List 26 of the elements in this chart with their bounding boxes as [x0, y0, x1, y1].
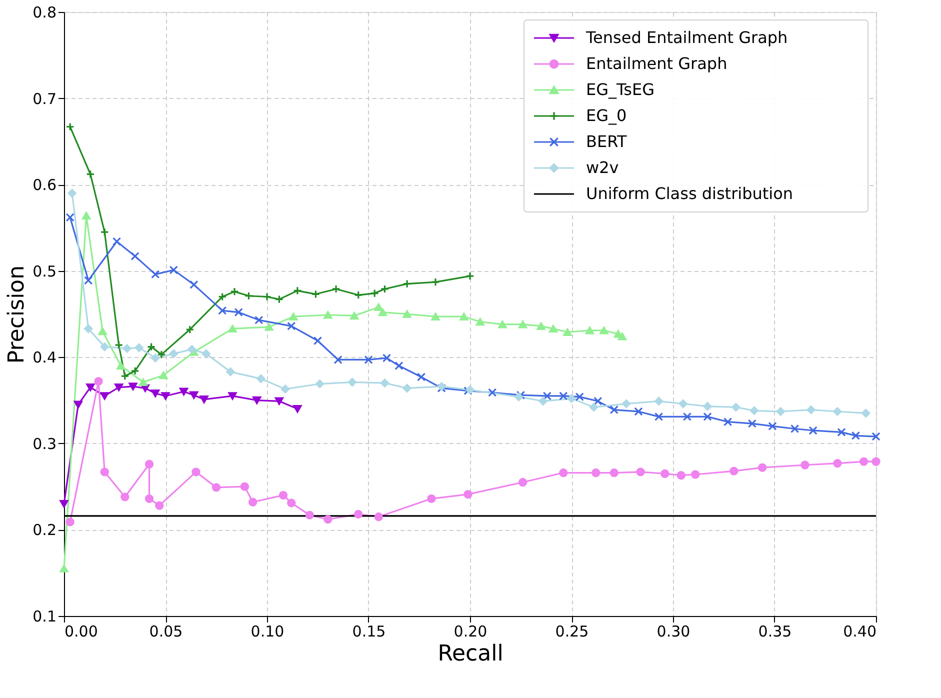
legend-label: Tensed Entailment Graph — [585, 28, 788, 47]
y-tick-label: 0.5 — [32, 262, 56, 280]
x-tick-label: 0.35 — [758, 622, 792, 640]
legend-label: BERT — [586, 132, 628, 151]
x-tick-label: 0.05 — [149, 622, 183, 640]
x-tick-label: 0.30 — [656, 622, 690, 640]
y-tick-label: 0.4 — [32, 348, 56, 367]
y-tick-label: 0.3 — [32, 434, 56, 453]
x-axis-title: Recall — [438, 642, 504, 666]
legend-label: Uniform Class distribution — [586, 184, 794, 203]
y-tick-label: 0.7 — [32, 90, 56, 108]
x-tick-label: 0.40 — [843, 622, 876, 640]
y-tick-label: 0.6 — [32, 176, 56, 194]
x-tick-label: 0.00 — [64, 622, 98, 640]
y-tick-label: 0.1 — [32, 608, 56, 626]
y-tick-label: 0.2 — [32, 521, 56, 540]
x-tick-label: 0.25 — [555, 622, 589, 640]
legend-label: EG_0 — [586, 106, 627, 125]
x-tick-label: 0.15 — [352, 622, 386, 640]
x-tick-label: 0.10 — [250, 622, 284, 640]
legend-label: w2v — [586, 158, 619, 177]
legend-label: EG_TsEG — [586, 80, 654, 99]
x-tick-label: 0.20 — [454, 622, 488, 640]
y-tick-label: 0.8 — [32, 4, 56, 22]
y-axis-title: Precision — [4, 265, 30, 364]
legend-label: Entailment Graph — [586, 54, 728, 73]
